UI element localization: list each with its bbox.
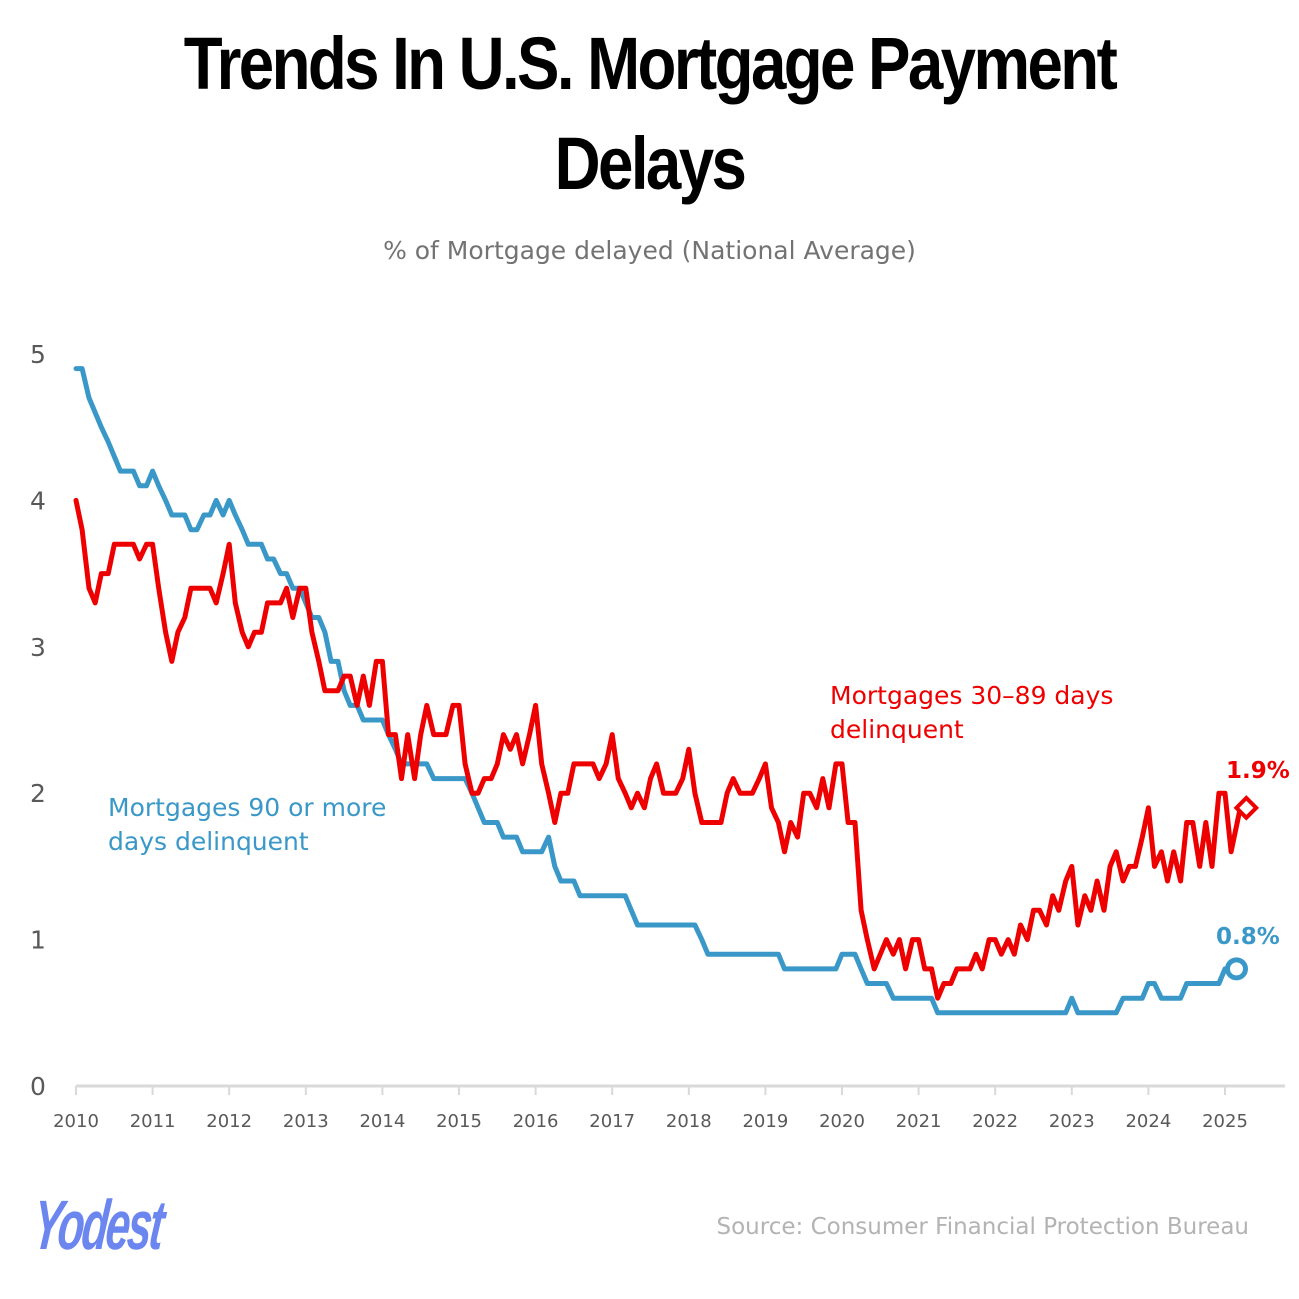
chart-title-line2: Delays xyxy=(554,122,747,205)
series-layer xyxy=(73,366,1243,1016)
y-tick-label: 4 xyxy=(30,486,46,515)
series-label-90-plus-line2: days delinquent xyxy=(108,827,309,856)
series-line-30-89 xyxy=(73,497,1243,1001)
circle-marker-icon xyxy=(1224,957,1248,981)
series-line-90-plus xyxy=(73,366,1239,1016)
x-tick-label: 2025 xyxy=(1202,1111,1248,1132)
end-markers xyxy=(1224,795,1260,981)
x-tick-label: 2017 xyxy=(589,1111,635,1132)
x-tick-label: 2020 xyxy=(819,1111,865,1132)
y-tick-label: 0 xyxy=(30,1072,46,1101)
y-tick-label: 1 xyxy=(30,926,46,955)
x-tick-label: 2022 xyxy=(972,1111,1018,1132)
series-label-30-89-line2: delinquent xyxy=(830,715,964,744)
end-value-label-30-89: 1.9% xyxy=(1226,758,1290,784)
chart-title-line1: Trends In U.S. Mortgage Payment xyxy=(183,22,1118,105)
source-note: Source: Consumer Financial Protection Bu… xyxy=(716,1214,1249,1240)
end-value-label-90-plus: 0.8% xyxy=(1216,924,1280,950)
x-tick-label: 2021 xyxy=(896,1111,942,1132)
x-tick-label: 2010 xyxy=(53,1111,99,1132)
diamond-marker-icon xyxy=(1233,795,1260,821)
chart-title: Trends In U.S. Mortgage Payment Delays xyxy=(91,14,1208,214)
x-tick-label: 2023 xyxy=(1049,1111,1095,1132)
x-tick-label: 2019 xyxy=(742,1111,788,1132)
x-tick-label: 2016 xyxy=(513,1111,559,1132)
series-label-30-89: Mortgages 30–89 days xyxy=(830,681,1113,710)
x-tick-label: 2024 xyxy=(1125,1111,1171,1132)
x-tick-label: 2013 xyxy=(283,1111,329,1132)
y-tick-label: 5 xyxy=(30,340,46,369)
chart-subtitle: % of Mortgage delayed (National Average) xyxy=(383,236,916,265)
y-axis: 0 1 2 3 4 5 xyxy=(30,340,46,1101)
y-tick-label: 3 xyxy=(30,633,46,662)
x-tick-label: 2012 xyxy=(206,1111,252,1132)
x-tick-label: 2011 xyxy=(130,1111,176,1132)
x-axis: 2010 2011 2012 2013 2014 2015 2016 2017 2018 2019… xyxy=(53,1084,1285,1132)
x-tick-label: 2014 xyxy=(359,1111,405,1132)
yodest-logo: Yodest xyxy=(29,1186,167,1264)
x-tick-label: 2015 xyxy=(436,1111,482,1132)
series-label-90-plus: Mortgages 90 or more xyxy=(108,793,386,822)
x-tick-label: 2018 xyxy=(666,1111,712,1132)
y-tick-label: 2 xyxy=(30,779,46,808)
